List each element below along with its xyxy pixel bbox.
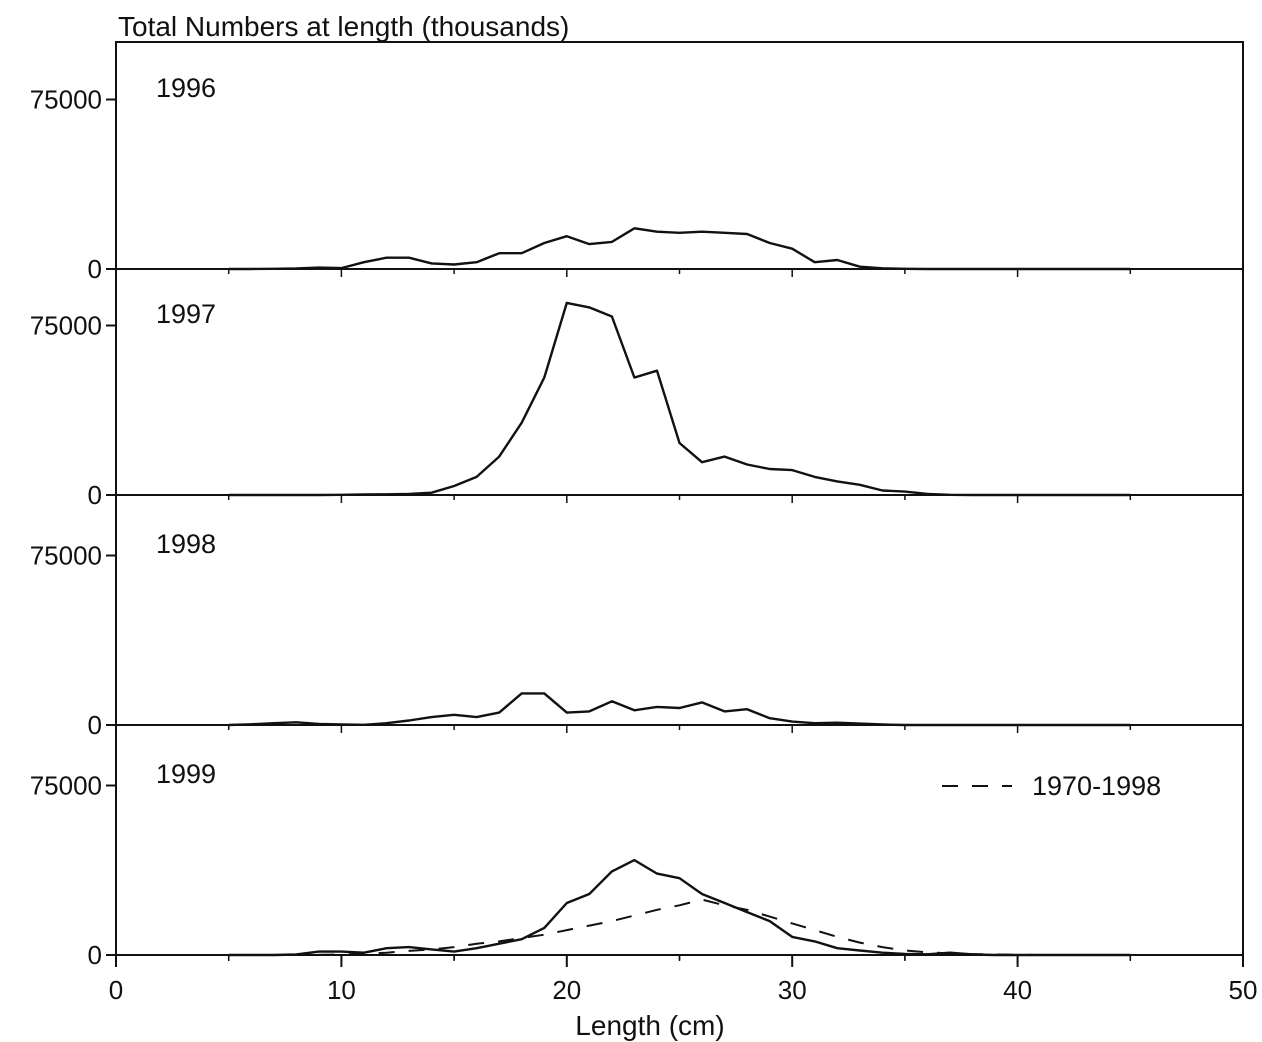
series-line-1996	[228, 227, 1131, 271]
chart-title: Total Numbers at length (thousands)	[118, 11, 569, 42]
x-tick-label: 0	[109, 975, 123, 1005]
x-tick-label: 20	[552, 975, 581, 1005]
x-tick-label: 50	[1229, 975, 1258, 1005]
y-tick-label: 0	[88, 940, 102, 970]
y-tick-label: 0	[88, 480, 102, 510]
series-line-1998	[228, 692, 1131, 727]
panel-1997: 1997 0 75000	[30, 299, 1132, 510]
panel-year-label: 1998	[156, 529, 216, 559]
x-axis: 0 10 20 30 40 50	[109, 955, 1258, 1005]
y-tick-label: 0	[88, 254, 102, 284]
series-line-1997	[228, 301, 1131, 497]
legend: 1970-1998	[942, 771, 1161, 801]
y-tick-label: 75000	[30, 85, 102, 115]
panel-1996: 1996 0 75000	[30, 73, 1132, 284]
x-tick-label: 10	[327, 975, 356, 1005]
panel-year-label: 1999	[156, 759, 216, 789]
x-tick-label: 40	[1003, 975, 1032, 1005]
legend-label: 1970-1998	[1032, 771, 1161, 801]
y-tick-label: 75000	[30, 541, 102, 571]
x-axis-label: Length (cm)	[575, 1010, 724, 1041]
panel-1998: 1998 0 75000	[30, 529, 1132, 740]
y-tick-label: 75000	[30, 311, 102, 341]
y-tick-label: 75000	[30, 771, 102, 801]
panel-year-label: 1996	[156, 73, 216, 103]
x-tick-label: 30	[778, 975, 807, 1005]
y-tick-label: 0	[88, 710, 102, 740]
panel-year-label: 1997	[156, 299, 216, 329]
series-line-1999	[228, 858, 1131, 957]
series-line-1970-1998	[228, 898, 1131, 956]
panels: 1996 0 75000 1997 0 75000 1998 0 75000 1999 0 75000	[30, 73, 1132, 970]
panel-1999: 1999 0 75000	[30, 759, 1132, 970]
